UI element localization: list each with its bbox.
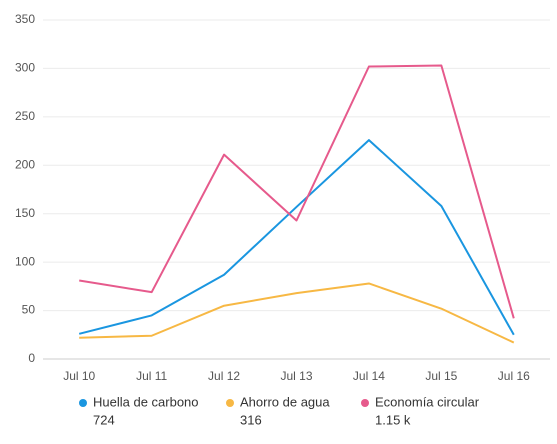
- legend-dot: [361, 399, 369, 407]
- y-tick-label: 150: [15, 206, 35, 220]
- legend-dot: [79, 399, 87, 407]
- legend-label: Economía circular: [375, 394, 480, 409]
- series-line: [79, 282, 515, 344]
- legend-total: 724: [93, 412, 115, 427]
- x-tick-label: Jul 11: [136, 369, 167, 383]
- x-tick-label: Jul 15: [425, 369, 457, 383]
- y-tick-label: 0: [28, 351, 35, 365]
- y-tick-label: 250: [15, 109, 35, 123]
- legend-total: 316: [240, 412, 262, 427]
- legend-total: 1.15 k: [375, 412, 411, 427]
- x-tick-label: Jul 14: [353, 369, 385, 383]
- series-line: [78, 139, 515, 336]
- legend-dot: [226, 399, 234, 407]
- legend-label: Huella de carbono: [93, 394, 199, 409]
- legend-label: Ahorro de agua: [240, 394, 330, 409]
- y-tick-label: 100: [15, 254, 35, 268]
- x-tick-label: Jul 10: [63, 369, 95, 383]
- x-tick-label: Jul 16: [498, 369, 530, 383]
- x-tick-label: Jul 12: [208, 369, 240, 383]
- y-tick-label: 300: [15, 61, 35, 75]
- x-tick-label: Jul 13: [280, 369, 312, 383]
- y-tick-label: 200: [15, 157, 35, 171]
- y-tick-label: 350: [15, 12, 35, 26]
- y-tick-label: 50: [22, 303, 36, 317]
- series-line: [79, 64, 515, 319]
